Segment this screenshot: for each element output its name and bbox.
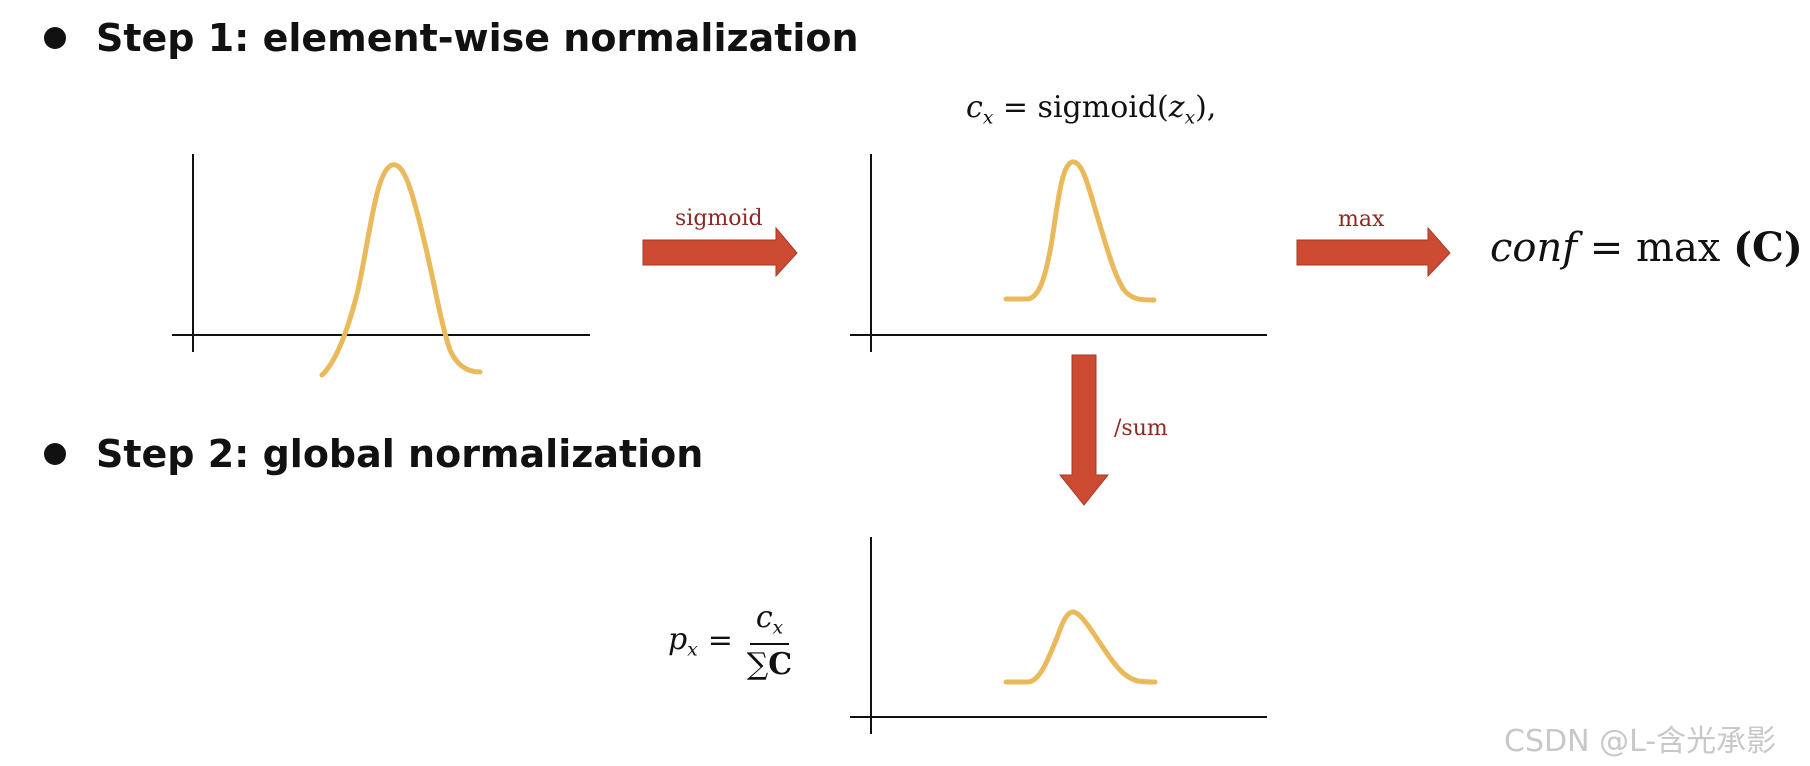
sigmoid-arrow bbox=[642, 226, 798, 278]
plot-after-global-normalization bbox=[850, 537, 1267, 734]
plot-after-sigmoid bbox=[850, 154, 1267, 352]
formula-conf-func: max bbox=[1636, 225, 1721, 271]
sum-symbol: ∑ bbox=[746, 646, 769, 682]
formula-cx-close: ), bbox=[1195, 90, 1217, 125]
px-formula: px = cx ∑C bbox=[668, 600, 792, 682]
step2-text: Step 2: global normalization bbox=[96, 432, 704, 476]
step1-text: Step 1: element-wise normalization bbox=[96, 16, 859, 60]
formula-px-denominator: ∑C bbox=[747, 645, 792, 682]
watermark: CSDN @L-含光承影 bbox=[1504, 724, 1777, 759]
formula-conf-lhs: conf bbox=[1490, 225, 1578, 271]
formula-cx-func: sigmoid( bbox=[1037, 90, 1169, 125]
max-arrow-label: max bbox=[1338, 207, 1385, 232]
formula-px-num-sub: x bbox=[772, 617, 784, 639]
formula-cx-eq: = bbox=[1002, 90, 1028, 125]
sigmoid-formula: cx = sigmoid(zx), bbox=[966, 90, 1216, 129]
step2-heading: Step 2: global normalization bbox=[44, 432, 703, 476]
formula-px-lhs: p bbox=[668, 621, 688, 657]
formula-conf-eq: = bbox=[1589, 225, 1624, 271]
sigmoid-arrow-label: sigmoid bbox=[675, 206, 763, 231]
formula-cx-arg-sub: x bbox=[1184, 107, 1196, 129]
plot1-gaussian-curve bbox=[319, 162, 483, 378]
formula-px-eq: = bbox=[707, 623, 733, 659]
formula-px-fraction: cx ∑C bbox=[747, 600, 792, 682]
sum-arrow-label: /sum bbox=[1114, 416, 1168, 441]
plot2-sigmoid-curve bbox=[1003, 159, 1157, 303]
formula-cx-lhs: c bbox=[966, 90, 983, 125]
formula-cx-lhs-sub: x bbox=[982, 107, 994, 129]
conf-formula: conf = max (C) bbox=[1490, 224, 1803, 271]
step1-heading: Step 1: element-wise normalization bbox=[44, 16, 859, 60]
formula-px-num: c bbox=[755, 600, 773, 635]
sum-arrow bbox=[1058, 354, 1110, 506]
plot-raw-logits bbox=[172, 154, 590, 378]
max-arrow bbox=[1296, 226, 1451, 278]
formula-px-lhs-sub: x bbox=[687, 639, 698, 660]
plot3-normalized-curve bbox=[1003, 609, 1158, 685]
formula-conf-arg: (C) bbox=[1733, 224, 1803, 271]
formula-px-numerator: cx bbox=[749, 600, 790, 645]
formula-cx-arg: z bbox=[1168, 90, 1185, 125]
formula-px-den-var: C bbox=[768, 646, 793, 682]
bullet-icon bbox=[44, 443, 66, 465]
bullet-icon bbox=[44, 27, 66, 49]
